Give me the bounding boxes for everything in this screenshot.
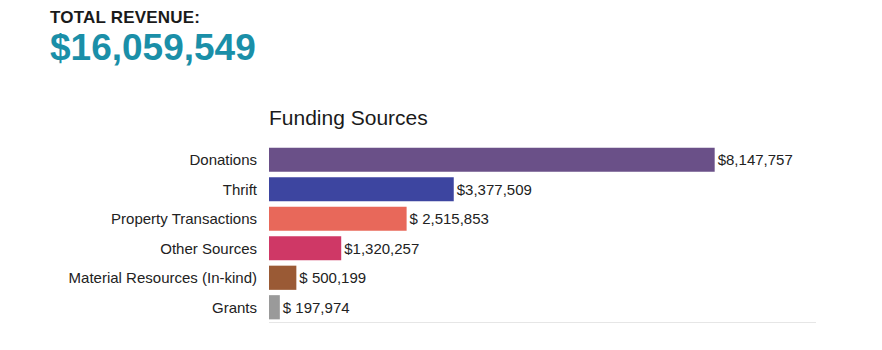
svg-text:$1,320,257: $1,320,257 — [344, 240, 419, 257]
svg-text:Thrift: Thrift — [223, 181, 258, 198]
html-text:$16,059,549: $16,059,549 — [50, 27, 256, 68]
svg-text:Other Sources: Other Sources — [160, 240, 257, 257]
svg-text:$ 500,199: $ 500,199 — [299, 269, 366, 286]
html-text:TOTAL REVENUE:: TOTAL REVENUE: — [50, 8, 201, 27]
svg-text:$8,147,757: $8,147,757 — [718, 151, 793, 168]
svg-text:$ 197,974: $ 197,974 — [283, 299, 350, 316]
svg-text:Grants: Grants — [212, 299, 257, 316]
svg-text:Material Resources (In-kind): Material Resources (In-kind) — [69, 269, 257, 286]
svg-text:Donations: Donations — [189, 151, 257, 168]
svg-text:$3,377,509: $3,377,509 — [457, 181, 532, 198]
svg-text:Funding Sources: Funding Sources — [269, 106, 428, 129]
svg-text:$ 2,515,853: $ 2,515,853 — [410, 210, 489, 227]
svg-text:Property Transactions: Property Transactions — [111, 210, 257, 227]
